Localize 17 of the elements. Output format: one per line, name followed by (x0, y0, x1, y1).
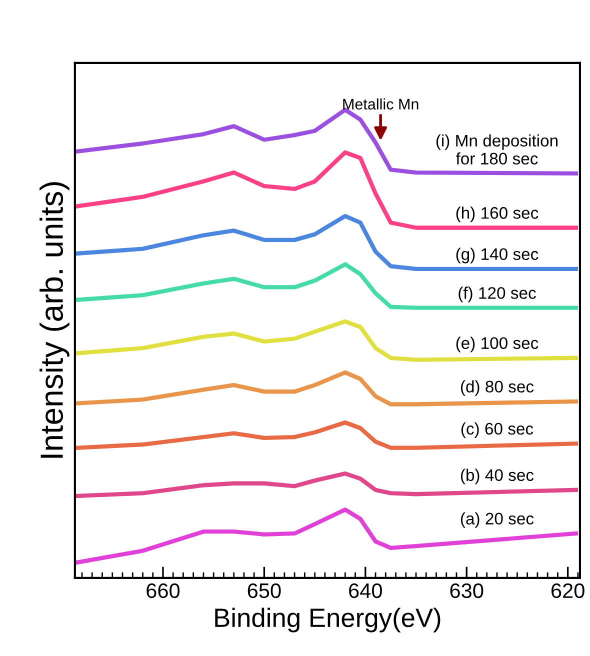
x-tick-label: 660 (146, 583, 180, 598)
series-label: (d) 80 sec (460, 380, 534, 396)
series-label: (g) 140 sec (456, 248, 538, 264)
series-label: (a) 20 sec (460, 512, 534, 528)
annotation: Metallic Mn (343, 98, 418, 110)
y-axis-title: Intensity (arb. units) (40, 182, 70, 458)
series-label: (c) 60 sec (461, 422, 534, 438)
x-tick-label: 640 (349, 583, 382, 598)
x-tick-label: 630 (450, 583, 484, 598)
x-tick-label: 650 (248, 583, 281, 598)
series-label: (b) 40 sec (460, 468, 534, 484)
series-label: (h) 160 sec (456, 206, 538, 222)
series-label: (e) 100 sec (456, 336, 538, 352)
series-label: (i) Mn deposition for 180 sec (436, 134, 558, 165)
series-label: (f) 120 sec (458, 286, 536, 302)
x-axis-title: Binding Energy(eV) (215, 608, 440, 632)
x-tick-label: 620 (552, 583, 584, 598)
